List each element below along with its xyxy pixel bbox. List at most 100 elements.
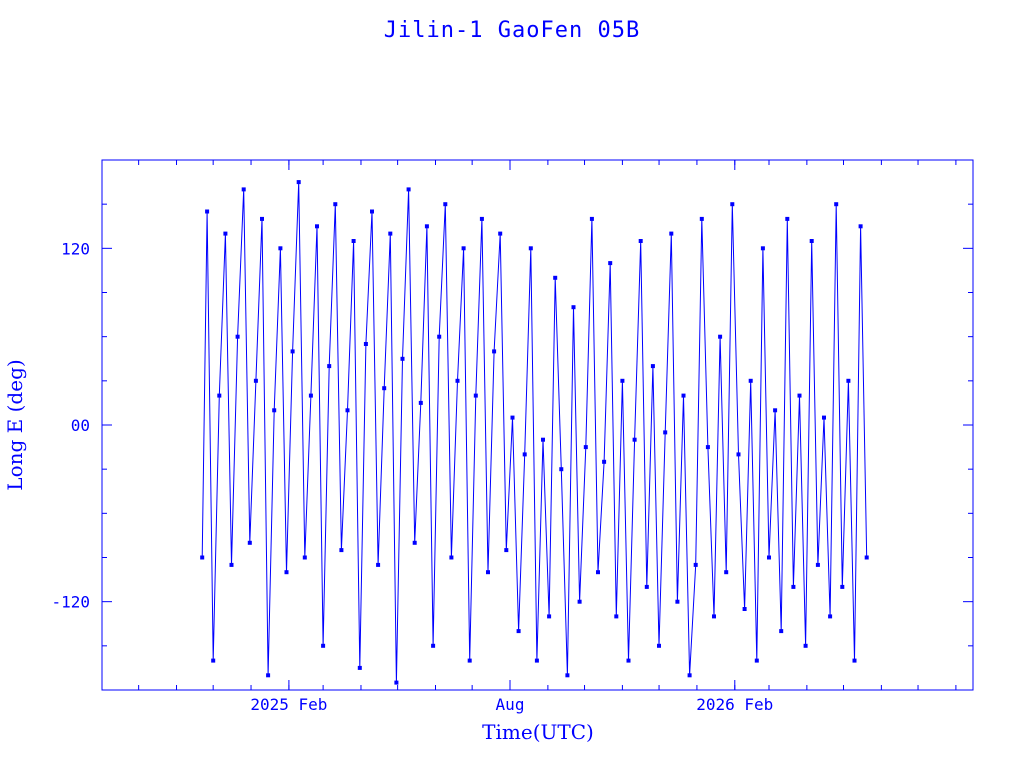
data-point bbox=[541, 437, 545, 442]
data-point bbox=[498, 231, 503, 236]
data-point bbox=[296, 180, 301, 185]
data-point bbox=[840, 584, 845, 589]
data-point bbox=[247, 540, 252, 545]
data-point bbox=[412, 540, 417, 545]
data-point bbox=[528, 246, 533, 251]
data-point bbox=[779, 629, 784, 634]
data-point bbox=[712, 614, 716, 619]
data-point bbox=[278, 246, 283, 251]
data-point bbox=[730, 202, 735, 207]
data-point bbox=[406, 187, 411, 192]
data-point bbox=[724, 570, 729, 575]
data-point bbox=[773, 408, 778, 413]
data-point bbox=[388, 231, 393, 236]
y-tick-label: 00 bbox=[71, 416, 90, 435]
data-point bbox=[510, 415, 515, 420]
data-point bbox=[589, 216, 594, 221]
data-point bbox=[754, 658, 759, 663]
data-point bbox=[718, 334, 723, 339]
data-point bbox=[370, 209, 374, 214]
data-point bbox=[553, 275, 558, 280]
data-point bbox=[846, 378, 851, 383]
x-tick-label: 2025 Feb bbox=[250, 695, 327, 714]
data-point bbox=[602, 459, 607, 464]
data-point bbox=[852, 658, 857, 663]
data-point bbox=[223, 231, 228, 236]
data-point bbox=[200, 555, 205, 560]
data-point bbox=[644, 584, 649, 589]
data-point bbox=[345, 408, 350, 413]
data-point bbox=[577, 599, 582, 604]
data-point bbox=[571, 305, 576, 310]
data-point bbox=[657, 643, 661, 648]
data-point bbox=[431, 643, 436, 648]
data-point bbox=[461, 246, 466, 251]
x-tick-label: 2026 Feb bbox=[696, 695, 773, 714]
data-point bbox=[559, 467, 564, 472]
data-point bbox=[742, 607, 747, 611]
data-point bbox=[522, 452, 527, 457]
data-point bbox=[748, 378, 753, 383]
data-point bbox=[327, 364, 332, 369]
data-point bbox=[534, 658, 539, 663]
data-point bbox=[321, 643, 326, 648]
plot-frame bbox=[101, 159, 974, 691]
data-point bbox=[638, 239, 643, 243]
data-point bbox=[449, 555, 454, 560]
data-point bbox=[394, 680, 399, 685]
data-point bbox=[687, 673, 692, 678]
data-point bbox=[596, 570, 600, 575]
data-point bbox=[437, 334, 442, 339]
x-tick-label: Aug bbox=[496, 695, 525, 714]
data-point bbox=[266, 673, 271, 678]
chart-title: Jilin-1 GaoFen 05B bbox=[384, 18, 640, 43]
data-point bbox=[626, 658, 631, 663]
tick-layer: 2025 Feb Aug 2026 Feb 120 00 -120 bbox=[51, 159, 973, 714]
data-point bbox=[663, 430, 668, 435]
data-point bbox=[632, 437, 637, 442]
data-point bbox=[675, 599, 680, 604]
data-point bbox=[253, 378, 258, 383]
data-point bbox=[284, 570, 289, 575]
data-point bbox=[443, 202, 448, 207]
data-point bbox=[785, 216, 790, 221]
data-point bbox=[803, 643, 808, 648]
data-point bbox=[693, 562, 698, 567]
data-point bbox=[822, 415, 826, 420]
data-point bbox=[791, 584, 796, 589]
data-point bbox=[211, 658, 216, 663]
data-point bbox=[681, 393, 686, 398]
data-point bbox=[376, 562, 381, 567]
y-tick-label: -120 bbox=[51, 593, 90, 612]
data-point bbox=[492, 349, 497, 354]
data-point bbox=[699, 216, 704, 221]
data-point bbox=[583, 445, 588, 450]
data-point bbox=[217, 393, 222, 398]
data-point bbox=[363, 342, 368, 346]
data-point bbox=[339, 548, 344, 553]
data-point bbox=[767, 555, 771, 560]
data-point bbox=[302, 555, 307, 560]
data-point bbox=[260, 216, 264, 221]
data-point bbox=[614, 614, 619, 619]
data-point bbox=[797, 393, 802, 398]
data-point bbox=[308, 393, 313, 398]
series-line bbox=[201, 182, 868, 683]
data-point bbox=[669, 231, 674, 236]
data-point bbox=[565, 673, 570, 678]
data-point bbox=[467, 658, 472, 663]
data-point bbox=[486, 570, 490, 575]
data-point bbox=[229, 562, 234, 567]
data-point bbox=[479, 216, 484, 221]
data-point bbox=[315, 224, 319, 229]
data-point bbox=[828, 614, 833, 619]
data-point bbox=[290, 349, 295, 354]
data-point bbox=[547, 614, 552, 619]
data-point bbox=[608, 261, 613, 266]
data-layer bbox=[200, 180, 869, 685]
y-axis-label: Long E (deg) bbox=[3, 359, 27, 490]
data-point bbox=[650, 364, 655, 369]
data-point bbox=[815, 562, 820, 567]
data-point bbox=[235, 334, 240, 339]
data-point bbox=[382, 386, 387, 391]
